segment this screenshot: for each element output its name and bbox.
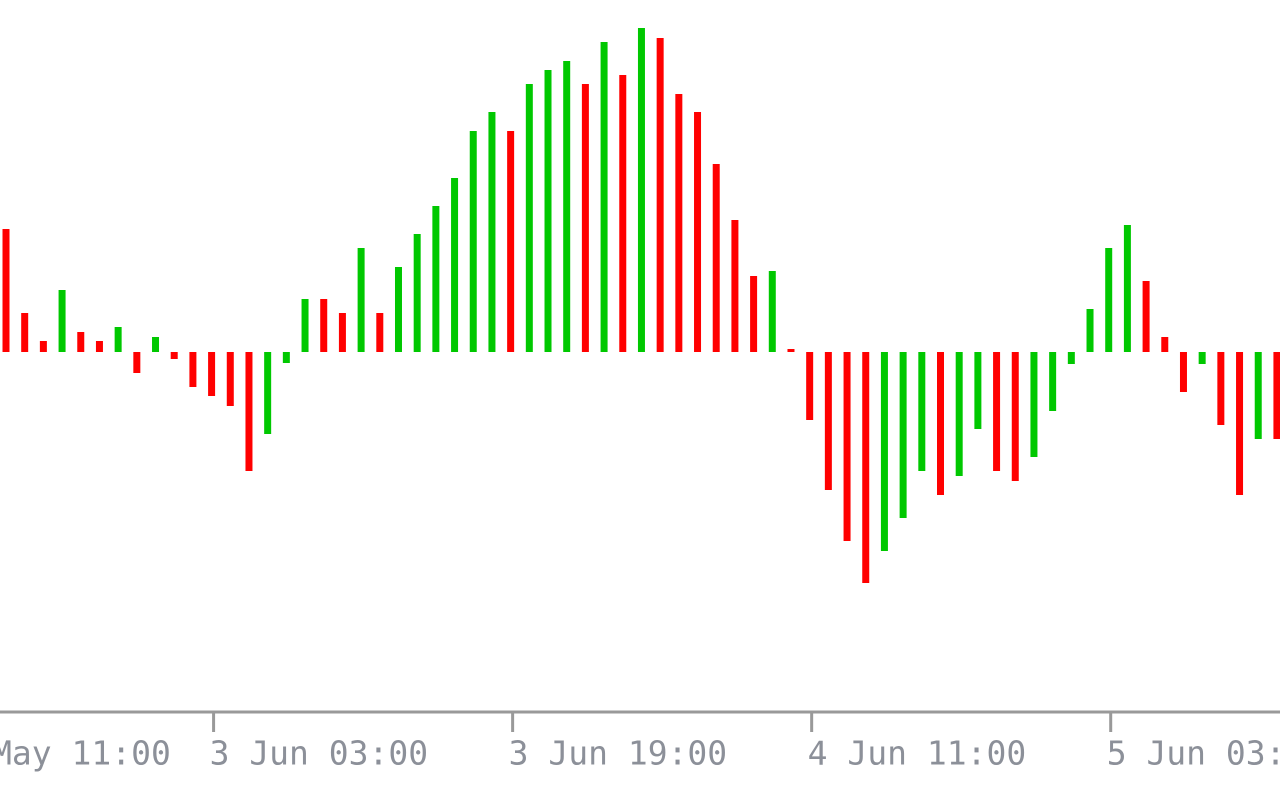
bar bbox=[432, 206, 440, 352]
bar bbox=[563, 61, 571, 352]
bar bbox=[264, 352, 272, 434]
bar bbox=[525, 84, 533, 352]
bar bbox=[1179, 352, 1187, 392]
bar bbox=[955, 352, 963, 476]
bar bbox=[152, 337, 160, 352]
bar bbox=[1236, 352, 1244, 495]
bar bbox=[39, 341, 47, 352]
bar bbox=[114, 327, 122, 352]
bar bbox=[58, 290, 66, 352]
x-tick-label: May 11:00 bbox=[0, 734, 171, 773]
x-tick-label: 3 Jun 03:00 bbox=[210, 734, 429, 773]
bar bbox=[619, 75, 627, 352]
bar bbox=[1198, 352, 1206, 364]
bar bbox=[21, 313, 29, 352]
bar bbox=[507, 131, 515, 352]
bar bbox=[1217, 352, 1225, 425]
bar bbox=[95, 341, 103, 352]
x-tick-label: 5 Jun 03:00 bbox=[1107, 734, 1280, 773]
bar bbox=[320, 299, 328, 352]
bar bbox=[226, 352, 234, 406]
bar bbox=[806, 352, 814, 420]
bar bbox=[899, 352, 907, 518]
bar bbox=[77, 332, 85, 352]
bar bbox=[1142, 281, 1150, 352]
x-tick-label: 4 Jun 11:00 bbox=[808, 734, 1027, 773]
bar bbox=[675, 94, 683, 352]
bar bbox=[1086, 309, 1094, 352]
bar bbox=[544, 70, 552, 352]
bar bbox=[451, 178, 459, 352]
bar bbox=[1105, 248, 1113, 352]
bar bbox=[731, 220, 739, 352]
bar bbox=[301, 299, 309, 352]
bar bbox=[656, 38, 664, 352]
bar bbox=[282, 352, 290, 363]
bar bbox=[824, 352, 832, 490]
bar bbox=[245, 352, 253, 471]
bar bbox=[469, 131, 477, 352]
bar bbox=[750, 276, 758, 352]
bar bbox=[1049, 352, 1057, 411]
bar bbox=[1273, 352, 1280, 439]
bar bbox=[133, 352, 141, 373]
bar bbox=[376, 313, 384, 352]
bar bbox=[768, 271, 776, 352]
bar bbox=[862, 352, 870, 583]
bar bbox=[974, 352, 982, 429]
bar bbox=[338, 313, 346, 352]
bar bbox=[357, 248, 365, 352]
bar bbox=[1011, 352, 1019, 481]
bar bbox=[394, 267, 402, 352]
x-tick-label: 3 Jun 19:00 bbox=[509, 734, 728, 773]
bar bbox=[843, 352, 851, 541]
bar bbox=[600, 42, 608, 352]
bar bbox=[993, 352, 1001, 471]
bar bbox=[880, 352, 888, 551]
bar bbox=[208, 352, 216, 396]
bar bbox=[637, 28, 645, 352]
bar bbox=[1067, 352, 1075, 364]
bar bbox=[170, 352, 178, 359]
bar bbox=[918, 352, 926, 471]
bar bbox=[189, 352, 197, 387]
bar bbox=[1030, 352, 1038, 457]
bar bbox=[488, 112, 496, 352]
bar bbox=[1123, 225, 1131, 352]
bar bbox=[712, 164, 720, 352]
bar bbox=[787, 349, 795, 352]
bar bbox=[581, 84, 589, 352]
bar bbox=[1161, 337, 1169, 352]
bar bbox=[1254, 352, 1262, 439]
bar bbox=[937, 352, 944, 495]
bar bbox=[694, 112, 702, 352]
bar bbox=[2, 229, 10, 352]
bar bbox=[413, 234, 421, 352]
